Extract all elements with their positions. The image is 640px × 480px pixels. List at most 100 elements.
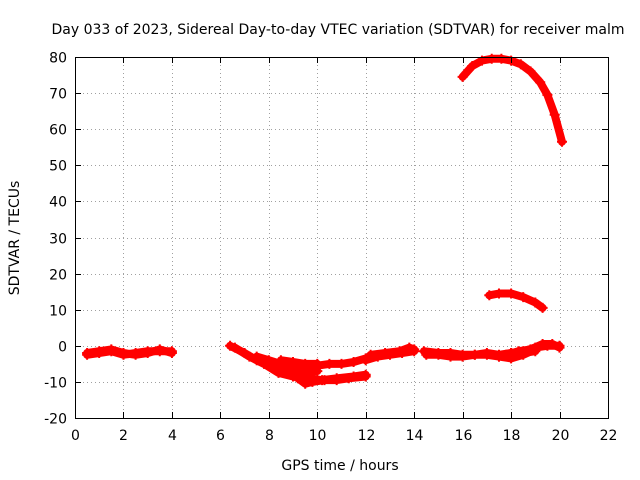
data-point — [542, 89, 553, 100]
data-point — [506, 288, 517, 299]
data-point — [82, 348, 93, 358]
data-point — [481, 349, 492, 360]
x-tick-label: 10 — [309, 428, 327, 444]
data-point — [445, 351, 456, 362]
data-point — [557, 136, 567, 147]
x-tick-label: 20 — [552, 428, 570, 444]
data-point — [365, 349, 376, 360]
data-point — [537, 339, 548, 349]
x-tick-label: 14 — [406, 428, 424, 444]
data-point — [486, 53, 497, 64]
data-point — [518, 292, 529, 303]
series-line — [422, 345, 540, 363]
data-series — [82, 53, 567, 389]
y-tick-label: 20 — [49, 268, 67, 284]
x-tick-label: 16 — [455, 428, 473, 444]
data-point — [331, 375, 342, 386]
data-point — [275, 355, 286, 366]
x-tick-label: 18 — [503, 428, 521, 444]
data-point — [154, 344, 165, 355]
data-point — [496, 53, 507, 64]
data-point — [421, 349, 432, 360]
x-tick-label: 8 — [265, 428, 274, 444]
data-point — [343, 373, 354, 384]
data-point — [324, 358, 335, 369]
y-tick-label: -10 — [44, 376, 67, 392]
data-point — [549, 109, 560, 120]
y-tick-label: 10 — [49, 304, 67, 320]
data-point — [513, 346, 524, 357]
data-point — [271, 362, 282, 373]
data-point — [433, 349, 444, 360]
data-point — [360, 371, 371, 382]
y-tick-label: 40 — [49, 195, 67, 211]
data-point — [312, 358, 323, 369]
series-arc-f — [271, 362, 371, 389]
chart-title: Day 033 of 2023, Sidereal Day-to-day VTE… — [52, 22, 625, 38]
data-point — [515, 59, 526, 70]
y-tick-label: 0 — [58, 340, 67, 356]
data-point — [229, 342, 240, 353]
data-point — [348, 357, 359, 367]
data-point — [300, 358, 311, 369]
axis-ticks: 0 2 4 6 8 10 12 14 16 18 20 22 -20 -10 0 10 20 30 40 50 60 70… — [44, 51, 617, 445]
y-tick-label: 50 — [49, 159, 67, 175]
data-point — [404, 342, 415, 353]
x-tick-label: 22 — [600, 428, 618, 444]
series-arc-i — [365, 342, 420, 360]
data-point — [501, 349, 512, 360]
data-point — [484, 290, 495, 301]
y-tick-label: -20 — [44, 412, 67, 428]
data-point — [525, 344, 536, 355]
data-point — [409, 344, 420, 355]
y-tick-label: 80 — [49, 51, 67, 67]
series-arc-g — [275, 355, 323, 369]
data-point — [554, 342, 565, 353]
data-point — [166, 348, 177, 358]
data-point — [94, 346, 105, 357]
x-axis-label: GPS time / hours — [281, 458, 398, 474]
data-point — [380, 348, 391, 358]
data-point — [467, 61, 478, 71]
data-point — [251, 351, 262, 362]
x-tick-label: 2 — [119, 428, 128, 444]
data-point — [300, 378, 311, 389]
data-point — [118, 348, 129, 358]
data-point — [394, 346, 405, 357]
data-point — [336, 358, 347, 369]
data-point — [130, 349, 141, 360]
series-line — [276, 356, 322, 368]
data-point — [263, 355, 274, 366]
x-tick-label: 0 — [71, 428, 80, 444]
y-axis-label: SDTVAR / TECUs — [7, 181, 23, 296]
series-arc-m — [501, 339, 565, 360]
x-tick-label: 12 — [358, 428, 376, 444]
series-arc-n — [484, 288, 548, 313]
data-point — [283, 367, 294, 378]
data-point — [469, 349, 480, 360]
data-point — [106, 344, 117, 355]
data-point — [307, 376, 318, 387]
data-point — [142, 348, 153, 358]
data-point — [530, 297, 541, 308]
data-point — [319, 375, 330, 386]
data-point — [525, 66, 536, 77]
x-tick-label: 4 — [168, 428, 177, 444]
y-tick-label: 30 — [49, 232, 67, 248]
data-point — [535, 77, 546, 88]
data-point — [457, 351, 468, 362]
data-point — [288, 357, 298, 367]
x-tick-label: 6 — [216, 428, 225, 444]
series-arc-o — [457, 53, 567, 147]
y-tick-label: 60 — [49, 123, 67, 139]
series-arc-b — [82, 344, 177, 360]
data-point — [494, 351, 504, 362]
data-point — [360, 355, 371, 366]
data-point — [457, 71, 468, 82]
data-point — [537, 302, 548, 313]
data-point — [494, 288, 504, 299]
data-point — [292, 373, 303, 384]
data-point — [547, 339, 558, 349]
y-tick-label: 70 — [49, 87, 67, 103]
